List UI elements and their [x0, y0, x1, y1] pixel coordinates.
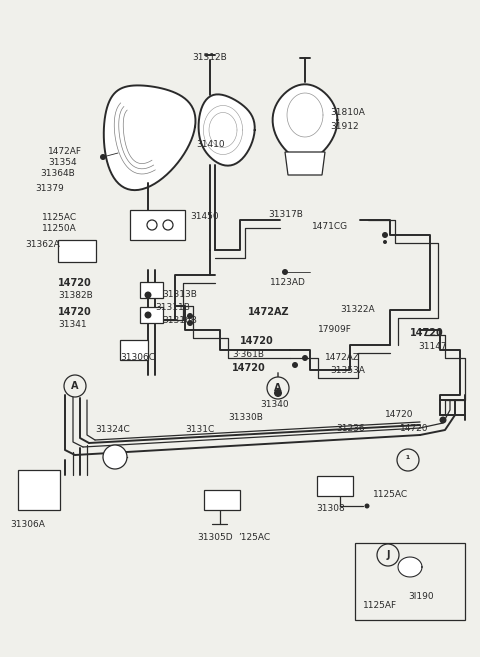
Text: 31147: 31147: [418, 342, 446, 351]
Circle shape: [302, 355, 308, 361]
Text: 3·361B: 3·361B: [232, 350, 264, 359]
Text: 31364B: 31364B: [40, 169, 75, 178]
Text: 31382B: 31382B: [58, 291, 93, 300]
Text: 3131C: 3131C: [185, 425, 214, 434]
Text: ¹: ¹: [406, 455, 410, 465]
Circle shape: [292, 362, 298, 368]
Text: 31308: 31308: [316, 504, 345, 513]
Text: 1472AZ: 1472AZ: [248, 307, 289, 317]
Text: 31410: 31410: [196, 140, 225, 149]
Text: 31450: 31450: [190, 212, 218, 221]
Text: 14720: 14720: [400, 424, 429, 433]
Text: 31810A: 31810A: [330, 108, 365, 117]
Text: 31324C: 31324C: [95, 425, 130, 434]
Polygon shape: [130, 210, 185, 240]
Text: 31340: 31340: [260, 400, 288, 409]
Text: 31312B: 31312B: [192, 53, 227, 62]
Text: A: A: [71, 381, 79, 391]
Text: 31354: 31354: [48, 158, 77, 167]
Text: 31306A: 31306A: [10, 520, 45, 529]
Polygon shape: [273, 84, 337, 160]
Circle shape: [144, 292, 152, 298]
Text: 1472AF: 1472AF: [48, 147, 82, 156]
Circle shape: [382, 232, 388, 238]
Polygon shape: [140, 282, 163, 298]
Circle shape: [383, 240, 387, 244]
Circle shape: [187, 313, 193, 319]
Polygon shape: [398, 557, 422, 577]
Text: 1125AC: 1125AC: [42, 213, 77, 222]
Text: ’125AC: ’125AC: [238, 533, 270, 542]
Polygon shape: [18, 470, 60, 510]
Circle shape: [144, 311, 152, 319]
Circle shape: [364, 503, 370, 509]
Text: J: J: [386, 550, 390, 560]
Text: 31379: 31379: [35, 184, 64, 193]
Circle shape: [282, 269, 288, 275]
Text: 31306C: 31306C: [120, 353, 155, 362]
Text: 1125AF: 1125AF: [363, 601, 397, 610]
Text: A: A: [274, 383, 282, 393]
Polygon shape: [285, 152, 325, 175]
Text: 1125AC: 1125AC: [373, 490, 408, 499]
Polygon shape: [120, 340, 148, 360]
Text: 14720: 14720: [410, 328, 444, 338]
Polygon shape: [140, 307, 163, 323]
Text: 31362A: 31362A: [25, 240, 60, 249]
Text: 1123AD: 1123AD: [270, 278, 306, 287]
Text: 1472AZ: 1472AZ: [325, 353, 360, 362]
Text: 3l190: 3l190: [408, 592, 433, 601]
Text: 31341: 31341: [58, 320, 86, 329]
Text: 31311B: 31311B: [155, 303, 190, 312]
Polygon shape: [104, 85, 195, 190]
Text: 14720: 14720: [232, 363, 266, 373]
Text: 17909F: 17909F: [318, 325, 352, 334]
Circle shape: [163, 220, 173, 230]
Circle shape: [187, 320, 193, 326]
Circle shape: [274, 389, 282, 397]
Circle shape: [440, 417, 446, 424]
Text: 14720: 14720: [58, 307, 92, 317]
Text: 31316B: 31316B: [162, 316, 197, 325]
Circle shape: [147, 220, 157, 230]
Text: 14720: 14720: [240, 336, 274, 346]
Text: 14720: 14720: [385, 410, 413, 419]
Circle shape: [267, 377, 289, 399]
Text: 31330B: 31330B: [228, 413, 263, 422]
Text: 31305D: 31305D: [197, 533, 233, 542]
Circle shape: [100, 154, 106, 160]
Text: 31353A: 31353A: [330, 366, 365, 375]
Text: 11250A: 11250A: [42, 224, 77, 233]
Text: 31236: 31236: [336, 424, 365, 433]
Circle shape: [397, 449, 419, 471]
Polygon shape: [199, 95, 255, 166]
Text: 1471CG: 1471CG: [312, 222, 348, 231]
Polygon shape: [317, 476, 353, 496]
Text: 31317B: 31317B: [268, 210, 303, 219]
Text: 31912: 31912: [330, 122, 359, 131]
Circle shape: [64, 375, 86, 397]
Text: 31322A: 31322A: [340, 305, 374, 314]
Polygon shape: [355, 543, 465, 620]
Circle shape: [377, 544, 399, 566]
Circle shape: [103, 445, 127, 469]
Text: 14720: 14720: [58, 278, 92, 288]
Polygon shape: [58, 240, 96, 262]
Text: 31313B: 31313B: [162, 290, 197, 299]
Polygon shape: [204, 490, 240, 510]
